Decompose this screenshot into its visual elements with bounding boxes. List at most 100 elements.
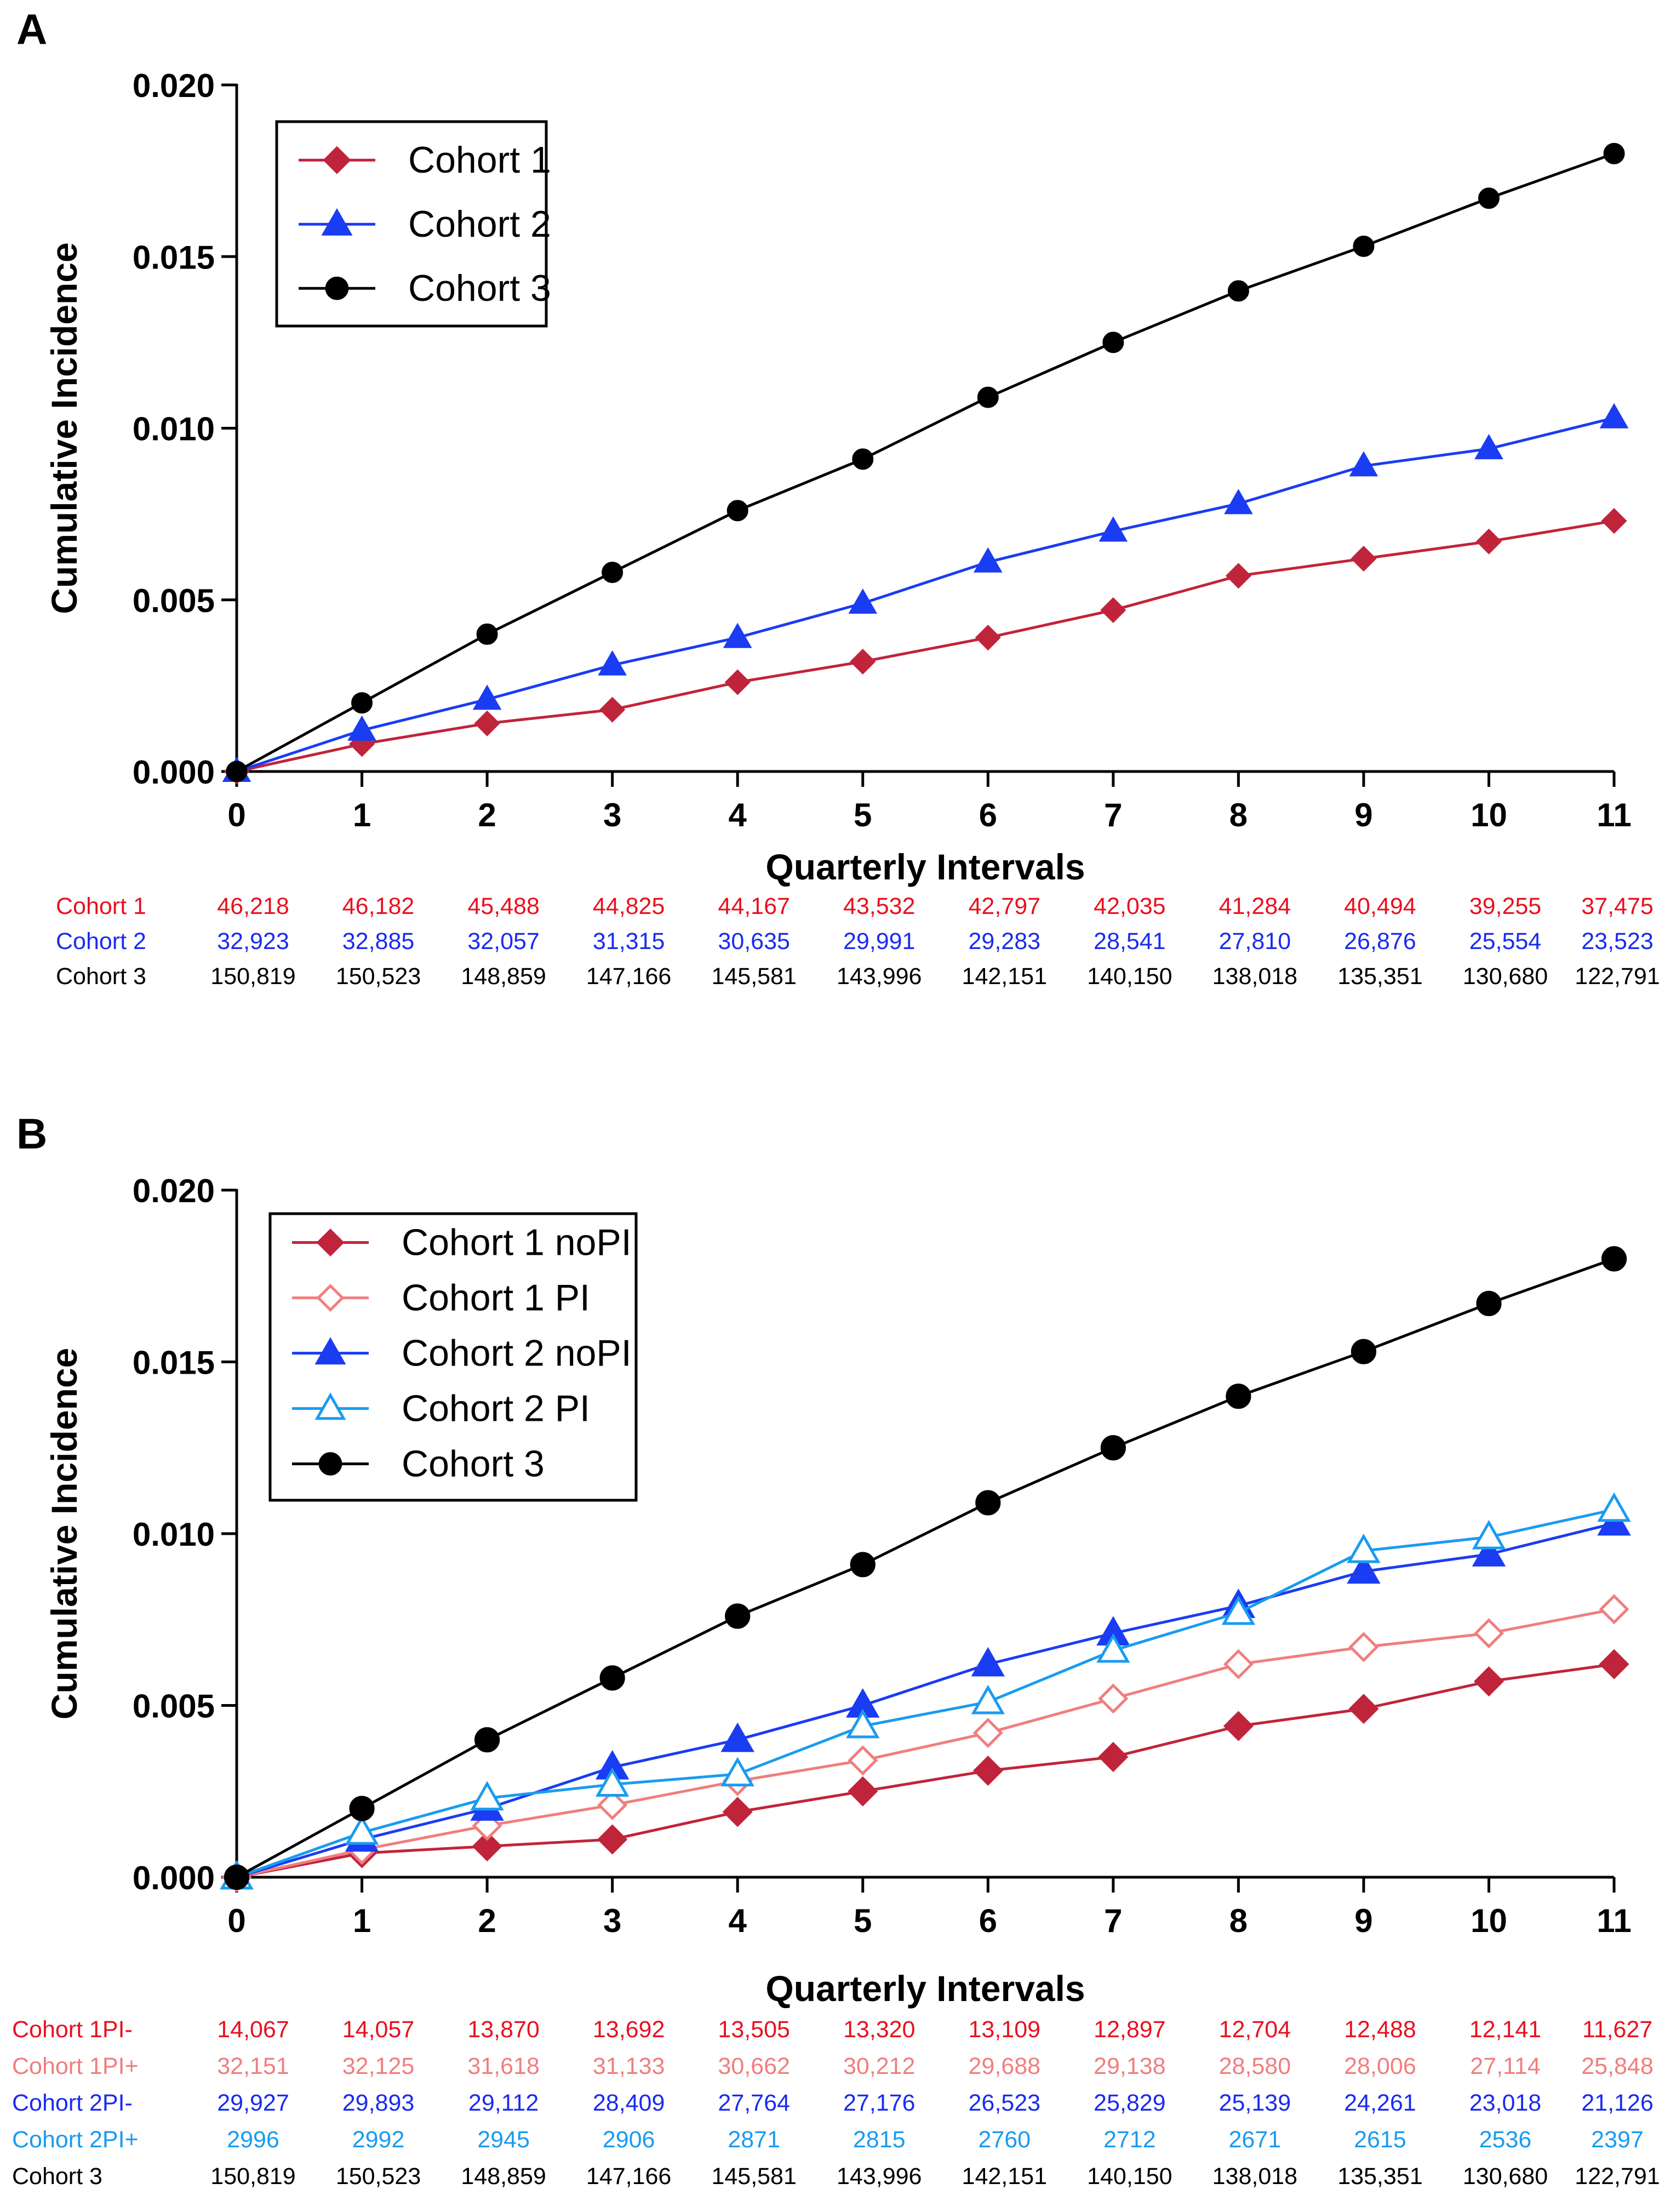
risk-table-cell: 32,923	[217, 928, 289, 954]
series-line	[236, 416, 1615, 773]
x-axis-label: Quarterly Intervals	[765, 1968, 1085, 2009]
y-tick-label: 0.010	[133, 1516, 215, 1553]
legend-marker	[316, 1284, 345, 1312]
x-tick-label: 3	[603, 797, 621, 833]
risk-table-cell: 21,126	[1581, 2090, 1654, 2116]
legend-marker	[323, 146, 351, 174]
legend-entry: Cohort 3	[408, 267, 551, 309]
legend-entry: Cohort 1 PI	[402, 1277, 590, 1319]
data-point	[846, 1708, 880, 1739]
data-point	[1601, 1246, 1627, 1272]
risk-table-cell: 46,182	[342, 893, 415, 919]
data-point	[1472, 1519, 1506, 1550]
data-point	[727, 500, 748, 522]
risk-table-cell: 13,320	[843, 2016, 916, 2043]
risk-table-row-label: Cohort 1PI+	[12, 2053, 139, 2079]
risk-table-cell: 143,996	[837, 2163, 922, 2190]
x-tick-label: 5	[854, 1902, 872, 1939]
risk-table-cell: 26,876	[1344, 928, 1416, 954]
data-point	[971, 1684, 1005, 1714]
data-point	[1099, 516, 1128, 542]
legend-marker	[314, 1392, 346, 1420]
data-point	[1603, 142, 1625, 164]
data-point	[351, 692, 373, 714]
risk-table-cell: 46,218	[217, 893, 289, 919]
risk-table-cell: 28,409	[593, 2090, 665, 2116]
risk-table-cell: 150,523	[336, 963, 421, 990]
x-tick-label: 5	[854, 797, 872, 833]
risk-table-cell: 31,618	[467, 2053, 540, 2079]
risk-table-cell: 2397	[1591, 2127, 1644, 2153]
risk-table-row-label: Cohort 1	[56, 893, 146, 919]
data-point	[1348, 1694, 1379, 1724]
risk-table-cell: 130,680	[1463, 963, 1548, 990]
legend-marker	[314, 1337, 346, 1365]
risk-table-cell: 30,635	[718, 928, 790, 954]
risk-table-cell: 28,006	[1344, 2053, 1416, 2079]
data-point	[474, 710, 500, 736]
data-point	[349, 1796, 375, 1821]
data-point	[1599, 1594, 1629, 1625]
chart-panel-b: B 0.000 0.005 0.010 0.015 0.020 0 1 2 3 4 5 6 7 8 9 10 11…	[12, 1110, 1660, 2190]
risk-table-cell: 135,351	[1337, 963, 1422, 990]
data-point	[1473, 1618, 1504, 1649]
legend: Cohort 1 noPI Cohort 1 PI Cohort 2 noPI Coh…	[268, 1212, 638, 1502]
data-point	[1098, 1742, 1129, 1773]
risk-table-cell: 12,141	[1469, 2016, 1542, 2043]
risk-table-cell: 13,870	[467, 2016, 540, 2043]
risk-table-row-label: Cohort 2PI+	[12, 2127, 139, 2153]
risk-table-cell: 30,662	[718, 2053, 790, 2079]
risk-table-cell: 140,150	[1087, 963, 1172, 990]
risk-table-row-label: Cohort 3	[56, 963, 146, 990]
legend-entry: Cohort 2	[408, 203, 551, 245]
risk-table-cell: 140,150	[1087, 2163, 1172, 2190]
x-tick-label: 1	[353, 1902, 371, 1939]
y-tick-label: 0.020	[133, 1173, 215, 1209]
series-cohort-1-pi	[221, 1594, 1629, 1893]
risk-table-row-label: Cohort 2	[56, 928, 146, 954]
data-point	[597, 1790, 628, 1820]
series-cohort-2-nopi	[220, 1506, 1631, 1890]
data-point	[1226, 1384, 1251, 1409]
data-point	[973, 547, 1003, 573]
data-point	[1347, 1533, 1381, 1563]
risk-table-cell: 31,133	[593, 2053, 665, 2079]
risk-table-cell: 2615	[1354, 2127, 1406, 2153]
risk-table-cell: 148,859	[461, 2163, 546, 2190]
x-tick-label: 8	[1229, 797, 1248, 833]
x-tick-label: 11	[1597, 1902, 1631, 1939]
data-point	[1472, 1537, 1506, 1567]
data-point	[975, 1490, 1001, 1516]
data-point	[1098, 1683, 1129, 1714]
risk-table-cell: 143,996	[837, 963, 922, 990]
panel-label: B	[16, 1110, 47, 1158]
series-cohort-3	[224, 1246, 1627, 1890]
x-tick-label: 2	[478, 797, 496, 833]
data-point	[1473, 1666, 1504, 1697]
risk-table-cell: 23,018	[1469, 2090, 1542, 2116]
legend-entry: Cohort 1	[408, 139, 551, 181]
legend-marker	[316, 1228, 345, 1257]
risk-table-cell: 27,176	[843, 2090, 916, 2116]
data-point	[226, 761, 248, 782]
risk-table-cell: 29,688	[969, 2053, 1041, 2079]
series-cohort-2	[222, 403, 1629, 782]
data-point	[1100, 1435, 1126, 1461]
series-line	[236, 152, 1615, 773]
risk-table-cell: 25,848	[1581, 2053, 1654, 2079]
y-tick-label: 0.015	[133, 1345, 215, 1381]
risk-table-cell: 2760	[978, 2127, 1031, 2153]
risk-table-cell: 13,692	[593, 2016, 665, 2043]
risk-table-cell: 29,138	[1094, 2053, 1166, 2079]
x-tick-label: 9	[1354, 797, 1372, 833]
data-point	[971, 1647, 1005, 1677]
risk-table-cell: 147,166	[586, 2163, 671, 2190]
risk-table-cell: 150,819	[210, 2163, 295, 2190]
risk-table-cell: 25,829	[1094, 2090, 1166, 2116]
legend-marker	[325, 276, 349, 300]
data-point	[595, 1767, 630, 1797]
risk-table-cell: 28,580	[1219, 2053, 1291, 2079]
legend-entry: Cohort 2 noPI	[402, 1333, 632, 1374]
x-tick-label: 9	[1354, 1902, 1372, 1939]
